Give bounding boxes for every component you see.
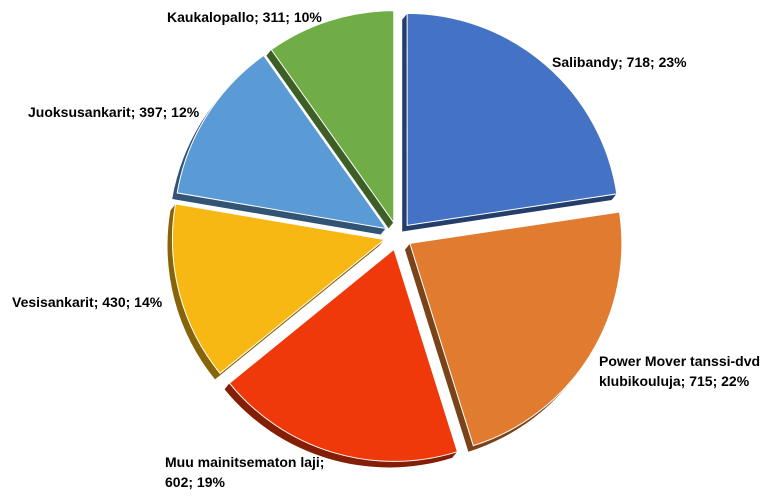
data-label-line: Power Mover tanssi-dvd [599, 353, 760, 369]
data-label-vesisankarit: Vesisankarit; 430; 14% [12, 294, 163, 310]
data-label-line: Muu mainitsematon laji; [165, 454, 324, 470]
slice-kaukalopallo [270, 10, 395, 225]
slice-layer [171, 10, 623, 462]
data-label-muu-mainitsematon-laji: Muu mainitsematon laji; 602; 19% [165, 454, 324, 490]
data-label-line: 602; 19% [165, 474, 225, 490]
slice-vesisankarit [171, 203, 386, 375]
slice-muu-mainitsematon-laji [228, 248, 459, 462]
data-label-line: klubikouluja; 715; 22% [599, 373, 750, 389]
data-label-kaukalopallo: Kaukalopallo; 311; 10% [167, 9, 322, 25]
slice-salibandy [406, 12, 618, 226]
data-label-line: Kaukalopallo; 311; 10% [167, 9, 322, 25]
slice-juoksusankarit [176, 54, 388, 230]
data-label-juoksusankarit: Juoksusankarit; 397; 12% [28, 104, 200, 120]
label-layer: Salibandy; 718; 23% Power Mover tanssi-dv… [12, 9, 760, 490]
slice-power-mover-tanssi-dvd-klubikouluja [409, 211, 623, 447]
data-label-line: Juoksusankarit; 397; 12% [28, 104, 200, 120]
data-label-power-mover-tanssi-dvd-klubikouluja: Power Mover tanssi-dvd klubikouluja; 715;… [599, 353, 760, 389]
data-label-salibandy: Salibandy; 718; 23% [552, 54, 687, 70]
data-label-line: Salibandy; 718; 23% [552, 54, 687, 70]
data-label-line: Vesisankarit; 430; 14% [12, 294, 163, 310]
